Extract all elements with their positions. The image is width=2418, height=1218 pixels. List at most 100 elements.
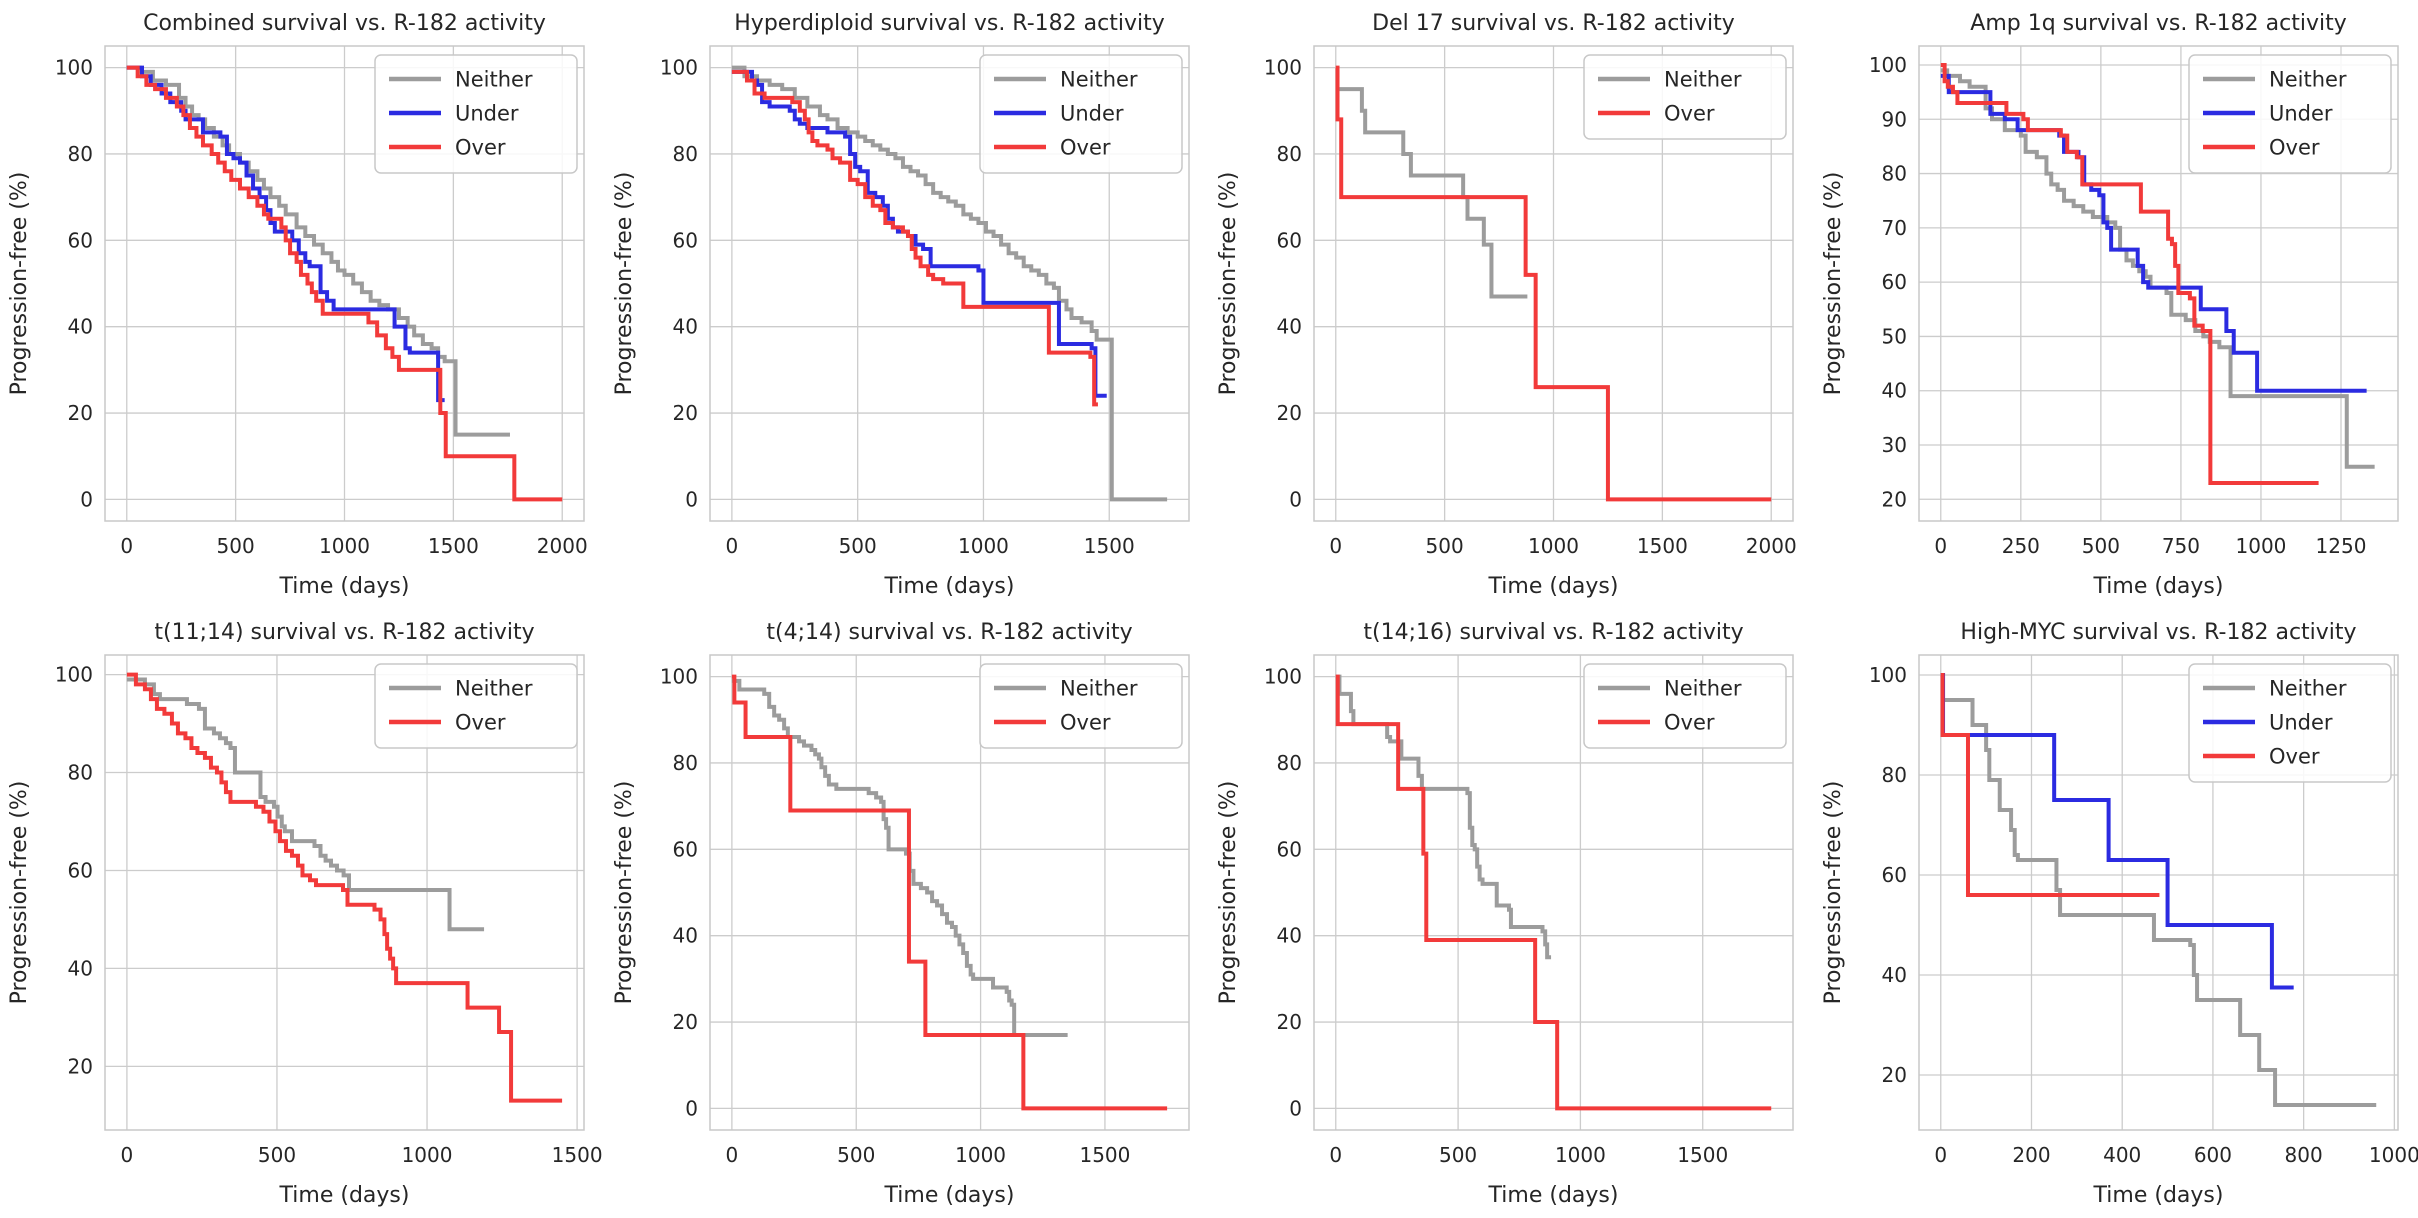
- y-tick-label: 70: [1881, 216, 1906, 240]
- series-line-neither: [126, 677, 485, 932]
- series-lines: [1940, 673, 2376, 1107]
- subplot-t-11-14: 0 500 1000 1500 20 40 60 80 100 t(11;14) survival…: [0, 609, 605, 1218]
- chart-title: Amp 1q survival vs. R-182 activity: [1970, 11, 2346, 36]
- series-line-under: [731, 69, 1107, 398]
- y-tick-label: 20: [1277, 1010, 1302, 1034]
- series-line-over: [731, 69, 1098, 407]
- y-tick-label: 80: [68, 761, 93, 785]
- y-tick-label: 60: [1881, 863, 1906, 887]
- y-tick-label: 20: [672, 1010, 697, 1034]
- series-line-over: [1940, 673, 2159, 897]
- y-tick-label: 60: [672, 837, 697, 861]
- legend: Neither Over: [1583, 663, 1787, 749]
- legend-label-under: Under: [455, 102, 519, 126]
- y-tick-label: 0: [685, 1096, 698, 1120]
- tick-labels: 0 200 400 600 800 1000 20 40 60 80 100: [1868, 663, 2418, 1167]
- x-tick-label: 0: [121, 1143, 134, 1167]
- y-tick-label: 60: [1277, 837, 1302, 861]
- legend-box: [1583, 663, 1787, 749]
- legend: Neither Over: [1583, 54, 1787, 140]
- axes-border: [1313, 45, 1794, 522]
- y-tick-label: 80: [1881, 763, 1906, 787]
- x-tick-label: 2000: [537, 534, 588, 558]
- y-tick-label: 100: [1264, 56, 1302, 80]
- series-line-over: [1940, 63, 2319, 485]
- legend-box: [1583, 54, 1787, 140]
- legend-box: [2187, 54, 2392, 174]
- series-lines: [126, 65, 563, 502]
- legend-label-under: Under: [1060, 102, 1124, 126]
- x-tick-label: 400: [2103, 1143, 2141, 1167]
- tick-labels: 0 500 1000 1500 2000 0 20 40 60 80 100: [1264, 56, 1797, 558]
- y-axis-label: Progression-free (%): [7, 172, 32, 396]
- y-tick-label: 40: [1277, 315, 1302, 339]
- chart-title: Hyperdiploid survival vs. R-182 activity: [734, 11, 1164, 36]
- y-tick-label: 20: [68, 401, 93, 425]
- x-tick-label: 0: [725, 534, 738, 558]
- x-axis-label: Time (days): [1488, 1183, 1619, 1208]
- x-tick-label: 750: [2161, 534, 2199, 558]
- y-axis-label: Progression-free (%): [7, 781, 32, 1005]
- legend-label-over: Over: [455, 136, 506, 160]
- x-axis-label: Time (days): [279, 1183, 410, 1208]
- axes-border: [1917, 654, 2399, 1131]
- series-lines: [1335, 65, 1772, 502]
- legend-label-over: Over: [1060, 136, 1111, 160]
- chart-svg-combined: 0 500 1000 1500 2000 0 20 40 60 80 100 Combined sur…: [7, 11, 588, 599]
- x-tick-label: 0: [725, 1143, 738, 1167]
- legend-box: [2187, 663, 2392, 783]
- legend-label-over: Over: [1664, 711, 1715, 735]
- y-tick-label: 100: [1868, 663, 1906, 687]
- legend-label-neither: Neither: [1060, 68, 1138, 92]
- chart-svg-high-myc: 0 200 400 600 800 1000 20 40 60 80 100 High-MYC sur…: [1821, 620, 2418, 1208]
- x-axis-label: Time (days): [883, 574, 1014, 599]
- x-axis-label: Time (days): [279, 574, 410, 599]
- legend-label-neither: Neither: [1664, 677, 1742, 701]
- x-axis-label: Time (days): [2092, 1183, 2223, 1208]
- y-axis-label: Progression-free (%): [612, 781, 637, 1005]
- chart-svg-amp-1q: 0 250 500 750 1000 1250 20 30 40 50 60 70 80 90 100 Amp…: [1821, 11, 2399, 599]
- x-tick-label: 1000: [1528, 534, 1579, 558]
- subplot-high-myc: 0 200 400 600 800 1000 20 40 60 80 100 High-MYC sur…: [1814, 609, 2418, 1218]
- y-tick-label: 100: [1264, 665, 1302, 689]
- y-tick-label: 100: [55, 56, 93, 80]
- x-tick-label: 1000: [955, 1143, 1006, 1167]
- x-tick-label: 0: [1329, 534, 1342, 558]
- tick-labels: 0 500 1000 1500 0 20 40 60 80 100: [659, 665, 1130, 1167]
- y-axis-label: Progression-free (%): [1216, 172, 1241, 396]
- y-tick-label: 60: [672, 228, 697, 252]
- legend-label-over: Over: [2269, 745, 2320, 769]
- x-tick-label: 800: [2284, 1143, 2322, 1167]
- subplot-hyperdiploid: 0 500 1000 1500 0 20 40 60 80 100 Hyperdiploid sur…: [605, 0, 1210, 609]
- x-tick-label: 500: [1439, 1143, 1477, 1167]
- x-tick-label: 1250: [2315, 534, 2366, 558]
- legend-label-over: Over: [2269, 136, 2320, 160]
- legend-label-neither: Neither: [1664, 68, 1742, 92]
- y-tick-label: 40: [1881, 379, 1906, 403]
- x-tick-label: 500: [1426, 534, 1464, 558]
- legend: Neither Under Over: [2187, 663, 2392, 783]
- legend-label-over: Over: [455, 711, 506, 735]
- chart-svg-t-14-16: 0 500 1000 1500 0 20 40 60 80 100 t(14;16) surviva…: [1216, 620, 1794, 1208]
- y-tick-label: 60: [1277, 228, 1302, 252]
- legend: Neither Over: [374, 663, 578, 749]
- series-lines: [731, 674, 1167, 1111]
- tick-labels: 0 500 1000 1500 20 40 60 80 100: [55, 663, 603, 1167]
- axes-border: [708, 654, 1190, 1131]
- series-line-over: [126, 672, 563, 1103]
- y-tick-label: 80: [1881, 162, 1906, 186]
- y-tick-label: 60: [68, 228, 93, 252]
- y-tick-label: 0: [80, 487, 93, 511]
- chart-title: t(14;16) survival vs. R-182 activity: [1363, 620, 1743, 645]
- subplot-amp-1q: 0 250 500 750 1000 1250 20 30 40 50 60 70 80 90 100 Amp…: [1814, 0, 2418, 609]
- tick-labels: 0 500 1000 1500 2000 0 20 40 60 80 100: [55, 56, 588, 558]
- legend: Neither Under Over: [374, 54, 578, 174]
- grid-lines: [1314, 46, 1793, 521]
- y-tick-label: 40: [68, 315, 93, 339]
- series-line-neither: [731, 678, 1068, 1037]
- legend-label-neither: Neither: [1060, 677, 1138, 701]
- x-axis-label: Time (days): [2092, 574, 2223, 599]
- legend: Neither Under Over: [2187, 54, 2392, 174]
- legend-box: [374, 54, 578, 174]
